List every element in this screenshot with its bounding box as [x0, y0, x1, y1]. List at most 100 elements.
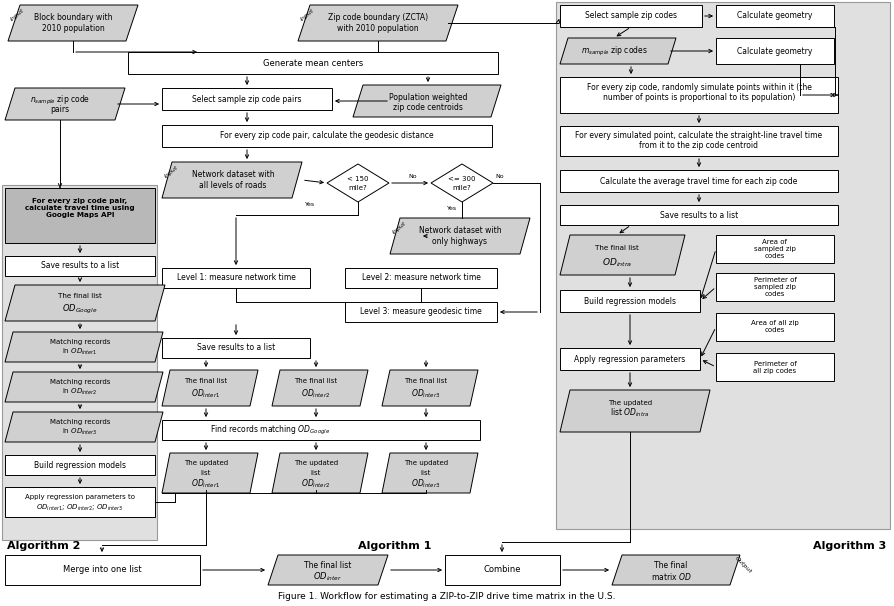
Text: in $\mathit{OD_{inter2}}$: in $\mathit{OD_{inter2}}$: [63, 387, 97, 397]
Bar: [344, 268, 496, 288]
Polygon shape: [431, 164, 493, 202]
Text: The final list: The final list: [404, 378, 447, 384]
Text: in $\mathit{OD_{inter1}}$: in $\mathit{OD_{inter1}}$: [63, 347, 97, 357]
Text: For every zip code pair,
calculate travel time using
Google Maps API: For every zip code pair, calculate trave…: [25, 198, 135, 218]
Text: Merge into one list: Merge into one list: [63, 565, 141, 574]
Bar: [560, 77, 837, 113]
Polygon shape: [272, 370, 367, 406]
Text: number of points is proportional to its population): number of points is proportional to its …: [603, 93, 794, 102]
Text: The updated: The updated: [403, 460, 448, 466]
Text: mile?: mile?: [452, 185, 471, 191]
Text: Matching records: Matching records: [50, 379, 110, 385]
Bar: [560, 348, 699, 370]
Text: Calculate the average travel time for each zip code: Calculate the average travel time for ea…: [600, 176, 797, 185]
Text: Save results to a list: Save results to a list: [659, 210, 738, 219]
Text: $\mathit{OD_{inter2}}$: $\mathit{OD_{inter2}}$: [301, 388, 330, 400]
Polygon shape: [560, 235, 684, 275]
Bar: [162, 125, 492, 147]
Text: in $\mathit{OD_{inter3}}$: in $\mathit{OD_{inter3}}$: [62, 427, 97, 437]
Bar: [715, 273, 833, 301]
Polygon shape: [382, 453, 477, 493]
Text: The final list: The final list: [58, 293, 102, 299]
Bar: [715, 235, 833, 263]
Bar: [560, 5, 701, 27]
Bar: [128, 52, 497, 74]
Text: Yes: Yes: [446, 205, 457, 210]
Text: pairs: pairs: [50, 105, 70, 115]
Bar: [715, 313, 833, 341]
Text: list: list: [200, 470, 211, 476]
Polygon shape: [560, 390, 709, 432]
Bar: [560, 290, 699, 312]
Text: Yes: Yes: [305, 202, 315, 207]
Text: list: list: [420, 470, 431, 476]
Text: Area of
sampled zip
codes: Area of sampled zip codes: [754, 239, 795, 259]
Text: The final list: The final list: [294, 378, 337, 384]
Polygon shape: [326, 164, 389, 202]
Bar: [560, 126, 837, 156]
Text: $\mathit{OD_{inter1}}$: $\mathit{OD_{inter1}}$: [191, 478, 220, 490]
Polygon shape: [267, 555, 388, 585]
Text: The final list: The final list: [304, 561, 351, 570]
Text: Algorithm 1: Algorithm 1: [358, 541, 431, 551]
Text: The updated: The updated: [293, 460, 338, 466]
Bar: [715, 353, 833, 381]
Text: Input: Input: [392, 221, 408, 235]
Bar: [2, 185, 156, 540]
Polygon shape: [162, 370, 257, 406]
Bar: [444, 555, 560, 585]
Text: Save results to a list: Save results to a list: [41, 262, 119, 270]
Text: Matching records: Matching records: [50, 419, 110, 425]
Text: Level 2: measure network time: Level 2: measure network time: [361, 273, 480, 282]
Text: $\mathit{OD_{inter3}}$: $\mathit{OD_{inter3}}$: [411, 388, 440, 400]
Text: Find records matching $OD_{Google}$: Find records matching $OD_{Google}$: [209, 424, 330, 436]
Bar: [555, 2, 889, 529]
Text: No: No: [409, 175, 417, 179]
Text: The final: The final: [654, 561, 687, 570]
Polygon shape: [352, 85, 501, 117]
Text: $n_{sample}$ zip code: $n_{sample}$ zip code: [30, 93, 90, 107]
Text: Level 3: measure geodesic time: Level 3: measure geodesic time: [359, 307, 481, 316]
Text: $\mathit{OD_{intra}}$: $\mathit{OD_{intra}}$: [601, 257, 631, 269]
Text: The updated: The updated: [607, 400, 652, 406]
Text: Generate mean centers: Generate mean centers: [263, 59, 363, 67]
Polygon shape: [5, 372, 163, 402]
Polygon shape: [5, 88, 125, 120]
Bar: [560, 205, 837, 225]
Polygon shape: [560, 38, 675, 64]
Text: Select sample zip code pairs: Select sample zip code pairs: [192, 95, 301, 104]
Text: Zip code boundary (ZCTA)
with 2010 population: Zip code boundary (ZCTA) with 2010 popul…: [327, 13, 427, 33]
Text: Population weighted: Population weighted: [388, 93, 467, 101]
Text: No: No: [495, 175, 503, 179]
Text: Apply regression parameters to: Apply regression parameters to: [25, 494, 135, 500]
Text: Algorithm 3: Algorithm 3: [812, 541, 885, 551]
Text: Combine: Combine: [483, 565, 520, 574]
Text: Input: Input: [10, 8, 26, 22]
Text: Calculate geometry: Calculate geometry: [737, 47, 812, 56]
Bar: [5, 487, 155, 517]
Bar: [560, 170, 837, 192]
Bar: [715, 5, 833, 27]
Text: Figure 1. Workflow for estimating a ZIP-to-ZIP drive time matrix in the U.S.: Figure 1. Workflow for estimating a ZIP-…: [278, 592, 615, 601]
Text: The final list: The final list: [184, 378, 227, 384]
Text: Select sample zip codes: Select sample zip codes: [585, 12, 676, 21]
Polygon shape: [298, 5, 458, 41]
Bar: [5, 256, 155, 276]
Bar: [162, 420, 479, 440]
Text: mile?: mile?: [349, 185, 367, 191]
Text: Network dataset with
all levels of roads: Network dataset with all levels of roads: [191, 170, 274, 190]
Text: $\mathit{OD_{Google}}$: $\mathit{OD_{Google}}$: [63, 302, 97, 316]
Text: For every zip code pair, calculate the geodesic distance: For every zip code pair, calculate the g…: [220, 132, 434, 141]
Text: $\mathit{OD_{inter}}$: $\mathit{OD_{inter}}$: [313, 571, 342, 583]
Text: Perimeter of
sampled zip
codes: Perimeter of sampled zip codes: [753, 277, 796, 297]
Text: The final list: The final list: [595, 245, 638, 251]
Text: Build regression models: Build regression models: [584, 296, 675, 305]
Bar: [715, 38, 833, 64]
Polygon shape: [390, 218, 529, 254]
Text: Network dataset with
only highways: Network dataset with only highways: [418, 226, 501, 245]
Text: Calculate geometry: Calculate geometry: [737, 12, 812, 21]
Bar: [5, 188, 155, 243]
Bar: [162, 338, 309, 358]
Bar: [344, 302, 496, 322]
Text: Apply regression parameters: Apply regression parameters: [574, 355, 685, 364]
